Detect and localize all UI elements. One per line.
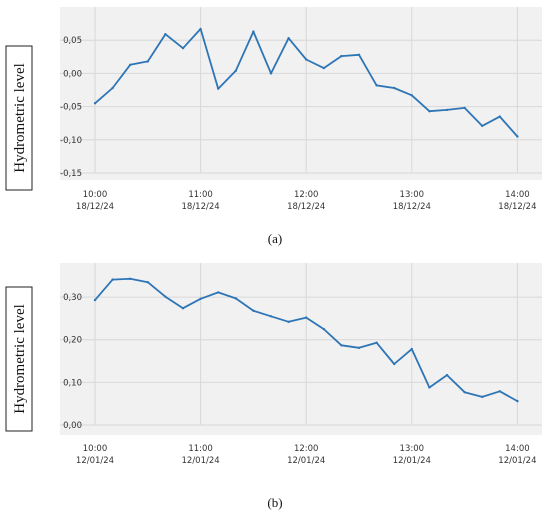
chart-a: Hydrometric level 0,05 0,00 -0,05 -0,10 -0,1…	[5, 7, 542, 246]
data-point	[234, 69, 237, 72]
x-tick-time: 10:00	[83, 190, 108, 200]
data-point	[305, 58, 308, 61]
x-tick-date: 18/12/24	[76, 202, 114, 212]
x-tick-time: 11:00	[188, 444, 213, 454]
data-point	[340, 344, 343, 347]
data-point	[199, 297, 202, 301]
data-point	[217, 87, 220, 90]
x-tick-date: 18/12/24	[498, 202, 536, 212]
data-point	[93, 298, 97, 302]
data-point	[164, 295, 167, 298]
data-point	[181, 46, 185, 50]
data-point	[287, 37, 290, 40]
data-point	[498, 115, 501, 118]
x-tick-time: 14:00	[505, 190, 530, 200]
chart-b: Hydrometric level 0,30 0,20 0,10 0,00 10:00…	[5, 263, 542, 510]
data-point	[481, 124, 484, 128]
caption-b: (b)	[267, 495, 282, 510]
data-point	[164, 33, 167, 36]
y-ticks-b: 0,30 0,20 0,10 0,00	[63, 293, 82, 431]
x-tick-date: 12/01/24	[393, 456, 431, 466]
series-a	[93, 27, 519, 138]
x-tick-date: 12/01/24	[182, 456, 220, 466]
data-point	[269, 72, 273, 75]
x-ticks-a: 10:00 18/12/24 11:00 18/12/24 12:00 18/12/24 1…	[76, 190, 537, 212]
ylabel-box-a	[5, 45, 33, 191]
data-point	[340, 54, 343, 58]
y-tick-label: -0,10	[60, 136, 82, 146]
data-point	[428, 110, 431, 113]
x-tick-time: 12:00	[294, 190, 319, 200]
x-tick-date: 18/12/24	[287, 202, 325, 212]
data-point	[252, 309, 255, 312]
caption-a: (a)	[268, 231, 282, 246]
x-tick-date: 12/01/24	[287, 456, 325, 466]
x-tick-date: 18/12/24	[182, 202, 220, 212]
x-tick-time: 11:00	[188, 190, 213, 200]
y-tick-label: -0,15	[60, 169, 82, 179]
data-point	[445, 373, 449, 377]
y-tick-label: 0,00	[63, 69, 82, 79]
data-point	[393, 86, 396, 90]
data-point	[357, 53, 361, 57]
data-point	[393, 362, 396, 366]
data-point	[269, 315, 273, 318]
data-point	[129, 63, 132, 66]
y-tick-label: -0,05	[60, 103, 82, 113]
x-tick-date: 12/01/24	[498, 456, 536, 466]
data-point	[234, 297, 237, 300]
ylabel-box-b	[5, 286, 33, 432]
data-point	[93, 102, 97, 105]
gridlines-b	[60, 263, 542, 426]
plot-area-b	[60, 263, 542, 435]
x-tick-date: 12/01/24	[76, 456, 114, 466]
data-point	[146, 280, 149, 284]
data-point	[181, 306, 185, 310]
x-tick-time: 13:00	[400, 190, 425, 200]
data-point	[357, 346, 361, 350]
x-tick-time: 12:00	[294, 444, 319, 454]
x-tick-time: 14:00	[505, 444, 530, 454]
ylabel-b: Hydrometric level	[12, 304, 28, 414]
data-point	[322, 66, 325, 70]
series-b	[93, 277, 519, 403]
data-point	[516, 135, 519, 138]
data-point	[481, 395, 484, 399]
plot-area-a	[60, 7, 542, 180]
data-point	[217, 291, 220, 294]
data-point	[498, 390, 501, 393]
gridlines-a	[60, 7, 542, 174]
data-point	[463, 390, 466, 394]
data-point	[305, 316, 308, 319]
data-point	[287, 320, 290, 324]
x-tick-time: 13:00	[400, 444, 425, 454]
data-point	[111, 278, 114, 281]
y-tick-label: 0,05	[63, 36, 82, 46]
x-tick-time: 10:00	[83, 444, 108, 454]
y-tick-label: 0,30	[63, 293, 82, 303]
data-point	[445, 108, 449, 112]
x-ticks-b: 10:00 12/01/24 11:00 12/01/24 12:00 12/01/24 1…	[76, 444, 537, 466]
data-point	[428, 386, 431, 389]
y-tick-label: 0,00	[63, 421, 82, 431]
data-point	[199, 27, 202, 31]
data-point	[146, 60, 149, 63]
y-tick-label: 0,20	[63, 336, 82, 346]
data-point	[252, 30, 255, 33]
data-point	[129, 277, 132, 280]
data-point	[410, 94, 413, 97]
data-point	[463, 106, 466, 110]
data-point	[516, 399, 519, 403]
ylabel-a: Hydrometric level	[12, 63, 28, 173]
data-point	[111, 86, 114, 90]
data-point	[322, 327, 325, 331]
data-point	[375, 84, 378, 87]
data-point	[410, 347, 413, 351]
data-point	[375, 341, 378, 344]
y-ticks-a: 0,05 0,00 -0,05 -0,10 -0,15	[60, 36, 82, 179]
x-tick-date: 18/12/24	[393, 202, 431, 212]
y-tick-label: 0,10	[63, 378, 82, 388]
